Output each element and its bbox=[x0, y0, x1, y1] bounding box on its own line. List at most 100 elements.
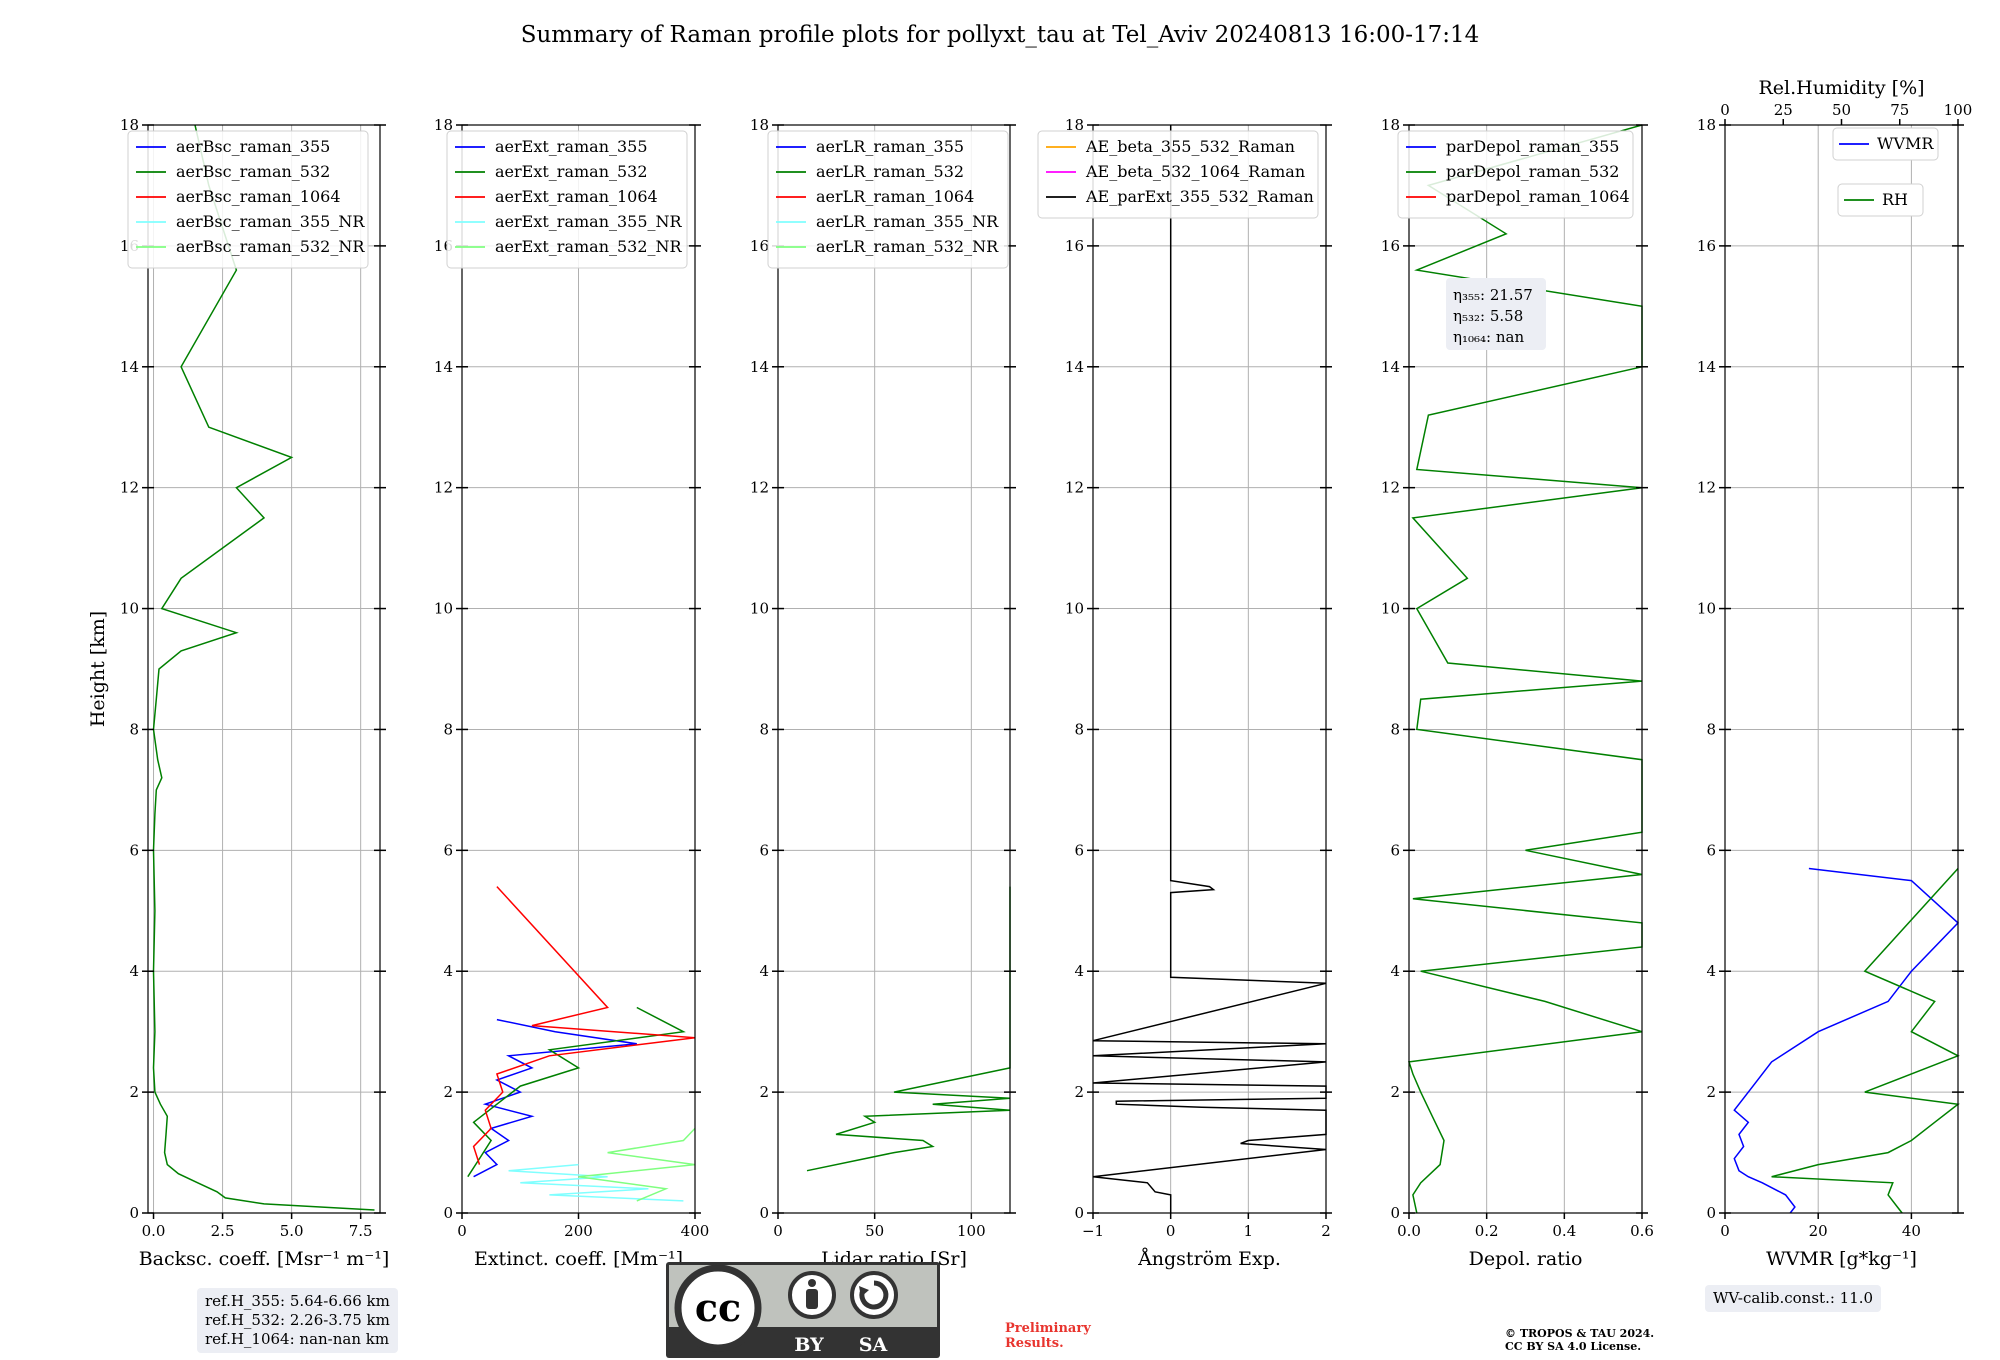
profile-line-4 bbox=[508, 1163, 684, 1202]
ytick-label: 6 bbox=[1390, 841, 1400, 859]
xtick-label: 0.2 bbox=[1475, 1222, 1499, 1240]
legend-entry: aerBsc_raman_355_NR bbox=[176, 212, 365, 231]
ytick-label: 14 bbox=[1065, 358, 1084, 376]
ytick-label: 10 bbox=[1065, 600, 1084, 618]
ytick-label: 12 bbox=[434, 479, 453, 497]
eta-box bbox=[1446, 278, 1546, 350]
xtick-label: 0.6 bbox=[1630, 1222, 1654, 1240]
axes-frame bbox=[1724, 124, 1959, 1214]
legend-box bbox=[1037, 130, 1319, 219]
figure-title: Summary of Raman profile plots for polly… bbox=[520, 22, 1480, 48]
legend-entry: aerLR_raman_1064 bbox=[816, 187, 974, 206]
legend-box bbox=[1397, 130, 1634, 219]
ytick-label: 10 bbox=[434, 600, 453, 618]
ytick-label: 2 bbox=[1390, 1083, 1400, 1101]
legend-box bbox=[127, 130, 369, 269]
xtick-label: 50 bbox=[865, 1222, 884, 1240]
sa-share-icon bbox=[850, 1271, 898, 1319]
eta-annotation: η₃₅₅: 21.57 η₅₃₂: 5.58 η₁₀₆₄: nan bbox=[1446, 278, 1546, 350]
x-axis-label: Backsc. coeff. [Msr⁻¹ m⁻¹] bbox=[139, 1248, 390, 1270]
eta-line: η₁₀₆₄: nan bbox=[1453, 328, 1524, 346]
xtick-label: 5.0 bbox=[280, 1222, 304, 1240]
axes-frame bbox=[1092, 124, 1327, 1214]
x-axis-label: Extinct. coeff. [Mm⁻¹] bbox=[474, 1248, 683, 1270]
ytick-label: 2 bbox=[1706, 1083, 1716, 1101]
ytick-label: 4 bbox=[129, 962, 139, 980]
xtick-label: 100 bbox=[957, 1222, 986, 1240]
xtick-label: 20 bbox=[1809, 1222, 1828, 1240]
profile-line-1 bbox=[806, 886, 1011, 1172]
ytick-label: 0 bbox=[1706, 1204, 1716, 1222]
legend-entry: AE_beta_532_1064_Raman bbox=[1085, 162, 1305, 181]
eta-line: η₃₅₅: 21.57 bbox=[1453, 286, 1533, 304]
sa-label: SA bbox=[859, 1334, 888, 1356]
legend: WVMR RH bbox=[1832, 127, 1939, 217]
ytick-label: 14 bbox=[1381, 358, 1400, 376]
x2tick-label: 50 bbox=[1832, 101, 1851, 119]
axes-frame bbox=[1408, 124, 1643, 1214]
preliminary-note: Preliminary Results. bbox=[1005, 1321, 1091, 1351]
preliminary-line-1: Preliminary bbox=[1005, 1321, 1091, 1336]
cc-license-badge: cc BY SA bbox=[666, 1262, 940, 1358]
eta-line: η₅₃₂: 5.58 bbox=[1453, 307, 1523, 325]
axes-frame bbox=[147, 124, 381, 1214]
legend-entry: aerLR_raman_532_NR bbox=[816, 237, 999, 256]
ytick-label: 0 bbox=[443, 1204, 453, 1222]
legend-entry: aerBsc_raman_532_NR bbox=[176, 237, 365, 256]
ytick-label: 8 bbox=[1390, 720, 1400, 738]
ytick-label: 6 bbox=[443, 841, 453, 859]
ytick-label: 10 bbox=[120, 600, 139, 618]
legend-entry: aerExt_raman_355 bbox=[495, 137, 648, 156]
ytick-label: 8 bbox=[443, 720, 453, 738]
ref-h-532: ref.H_532: 2.26-3.75 km bbox=[205, 1311, 390, 1329]
ytick-label: 6 bbox=[1074, 841, 1084, 859]
ytick-label: 0 bbox=[759, 1204, 769, 1222]
legend-entry: AE_parExt_355_532_Raman bbox=[1085, 187, 1314, 206]
ytick-label: 0 bbox=[1074, 1204, 1084, 1222]
ytick-label: 8 bbox=[129, 720, 139, 738]
ytick-label: 16 bbox=[1381, 237, 1400, 255]
legend-box bbox=[446, 130, 688, 269]
ytick-label: 6 bbox=[759, 841, 769, 859]
profile-line-2 bbox=[1771, 867, 1960, 1214]
x-axis-label: Depol. ratio bbox=[1469, 1248, 1583, 1270]
legend-entry: WVMR bbox=[1877, 134, 1934, 153]
ytick-label: 4 bbox=[759, 962, 769, 980]
legend: aerLR_raman_355 aerLR_raman_532 aerLR_rama… bbox=[767, 130, 1009, 269]
xtick-label: 1 bbox=[1244, 1222, 1254, 1240]
ytick-label: 18 bbox=[750, 116, 769, 134]
ytick-label: 4 bbox=[443, 962, 453, 980]
cc-logo-icon bbox=[674, 1264, 762, 1352]
ytick-label: 6 bbox=[1706, 841, 1716, 859]
copyright-line-1: © TROPOS & TAU 2024. bbox=[1505, 1327, 1655, 1340]
ytick-label: 12 bbox=[1065, 479, 1084, 497]
ytick-label: 18 bbox=[120, 116, 139, 134]
legend-entry: AE_beta_355_532_Raman bbox=[1085, 137, 1295, 156]
ytick-label: 2 bbox=[443, 1083, 453, 1101]
x2tick-label: 100 bbox=[1944, 101, 1973, 119]
legend: AE_beta_355_532_Raman AE_beta_532_1064_Ra… bbox=[1037, 130, 1319, 219]
ytick-label: 0 bbox=[1390, 1204, 1400, 1222]
legend-entry: aerLR_raman_355 bbox=[816, 137, 964, 156]
ytick-label: 18 bbox=[1381, 116, 1400, 134]
xtick-label: 400 bbox=[681, 1222, 710, 1240]
legend-entry: aerExt_raman_532 bbox=[495, 162, 648, 181]
legend-box bbox=[767, 130, 1009, 269]
ytick-label: 4 bbox=[1074, 962, 1084, 980]
ytick-label: 18 bbox=[1697, 116, 1716, 134]
xtick-label: 0 bbox=[1720, 1222, 1730, 1240]
copyright-note: © TROPOS & TAU 2024. CC BY SA 4.0 Licens… bbox=[1505, 1327, 1654, 1353]
y-axis-label: Height [km] bbox=[87, 611, 109, 727]
ytick-label: 14 bbox=[750, 358, 769, 376]
xtick-label: −1 bbox=[1082, 1222, 1104, 1240]
ytick-label: 4 bbox=[1706, 962, 1716, 980]
legend-entry: aerLR_raman_355_NR bbox=[816, 212, 999, 231]
legend-entry: aerExt_raman_532_NR bbox=[495, 237, 683, 256]
ytick-label: 8 bbox=[1074, 720, 1084, 738]
legend: aerBsc_raman_355 aerBsc_raman_532 aerBsc_r… bbox=[127, 130, 369, 269]
ytick-label: 16 bbox=[750, 237, 769, 255]
